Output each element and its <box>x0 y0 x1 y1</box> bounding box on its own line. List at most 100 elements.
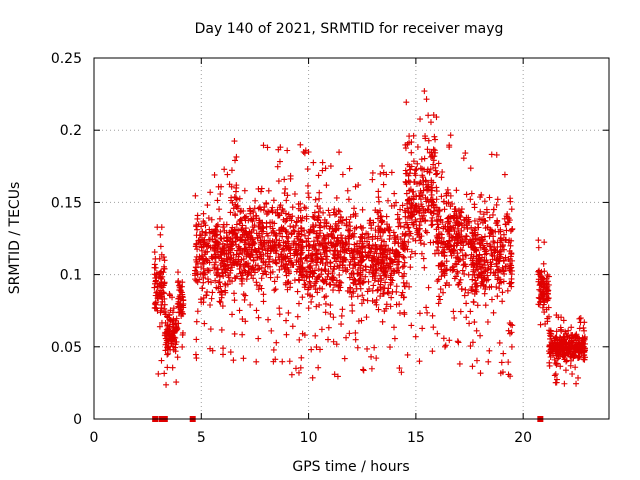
data-point <box>316 233 323 240</box>
data-point <box>193 222 200 229</box>
data-point <box>425 137 432 144</box>
data-point <box>346 227 353 234</box>
data-point <box>446 237 453 244</box>
data-point <box>254 235 261 242</box>
data-point <box>263 271 270 278</box>
data-point <box>543 306 550 313</box>
data-point <box>360 367 367 374</box>
data-point <box>437 286 444 293</box>
data-point <box>455 339 462 346</box>
data-point <box>360 279 367 286</box>
data-point <box>297 141 304 148</box>
data-point <box>360 296 367 303</box>
data-point <box>299 294 306 301</box>
data-point <box>322 300 329 307</box>
data-point <box>399 263 406 270</box>
data-point <box>441 206 448 213</box>
data-point <box>354 293 361 300</box>
data-point <box>230 205 237 212</box>
data-point <box>362 273 369 280</box>
data-point <box>259 233 266 240</box>
data-point <box>277 230 284 237</box>
data-point <box>551 335 558 342</box>
data-point <box>228 183 235 190</box>
data-point <box>458 227 465 234</box>
data-point <box>231 290 238 297</box>
data-point <box>480 258 487 265</box>
data-point <box>166 291 173 298</box>
data-point <box>442 282 449 289</box>
plot-frame <box>93 57 610 420</box>
data-point <box>383 213 390 220</box>
data-point <box>310 269 317 276</box>
data-point <box>258 275 265 282</box>
data-point <box>500 231 507 238</box>
data-point <box>475 255 482 262</box>
data-point <box>501 215 508 222</box>
data-point <box>427 239 434 246</box>
data-point <box>446 238 453 245</box>
data-point <box>198 243 205 250</box>
data-point <box>447 132 454 139</box>
data-point <box>508 271 515 278</box>
data-point <box>463 300 470 307</box>
data-point <box>319 167 326 174</box>
data-point <box>209 236 216 243</box>
data-point <box>405 239 412 246</box>
data-point <box>412 250 419 257</box>
data-point <box>333 254 340 261</box>
data-point <box>308 346 315 353</box>
data-point <box>269 268 276 275</box>
data-point <box>485 358 492 365</box>
data-point <box>430 324 437 331</box>
data-point <box>503 221 510 228</box>
data-point <box>438 273 445 280</box>
data-point <box>295 258 302 265</box>
data-point <box>506 217 513 224</box>
data-point <box>233 221 240 228</box>
data-point <box>395 269 402 276</box>
data-point <box>327 302 334 309</box>
data-point <box>211 171 218 178</box>
data-point <box>501 246 508 253</box>
data-point <box>365 242 372 249</box>
data-point <box>497 247 504 254</box>
data-point <box>463 221 470 228</box>
data-point <box>432 164 439 171</box>
data-point <box>580 338 587 345</box>
data-point <box>441 272 448 279</box>
data-point <box>576 336 583 343</box>
data-point <box>284 286 291 293</box>
data-point <box>293 246 300 253</box>
data-point <box>323 220 330 227</box>
data-point <box>438 260 445 267</box>
data-point <box>219 240 226 247</box>
data-point <box>421 264 428 271</box>
data-point <box>537 281 544 288</box>
data-point <box>271 278 278 285</box>
data-point <box>457 276 464 283</box>
data-point <box>301 150 308 157</box>
data-point <box>546 327 553 334</box>
data-point <box>200 294 207 301</box>
data-point <box>373 296 380 303</box>
data-point <box>403 99 410 106</box>
data-point <box>397 206 404 213</box>
data-point <box>265 187 272 194</box>
data-point <box>507 198 514 205</box>
data-point <box>295 276 302 283</box>
data-point <box>401 254 408 261</box>
data-point <box>160 254 167 261</box>
data-point <box>284 238 291 245</box>
data-point <box>270 197 277 204</box>
data-point <box>336 272 343 279</box>
data-point <box>332 227 339 234</box>
data-point <box>493 151 500 158</box>
data-point <box>239 222 246 229</box>
data-point <box>417 240 424 247</box>
data-point <box>381 227 388 234</box>
data-point <box>164 346 171 353</box>
data-point <box>341 355 348 362</box>
data-point <box>305 284 312 291</box>
data-point <box>315 266 322 273</box>
